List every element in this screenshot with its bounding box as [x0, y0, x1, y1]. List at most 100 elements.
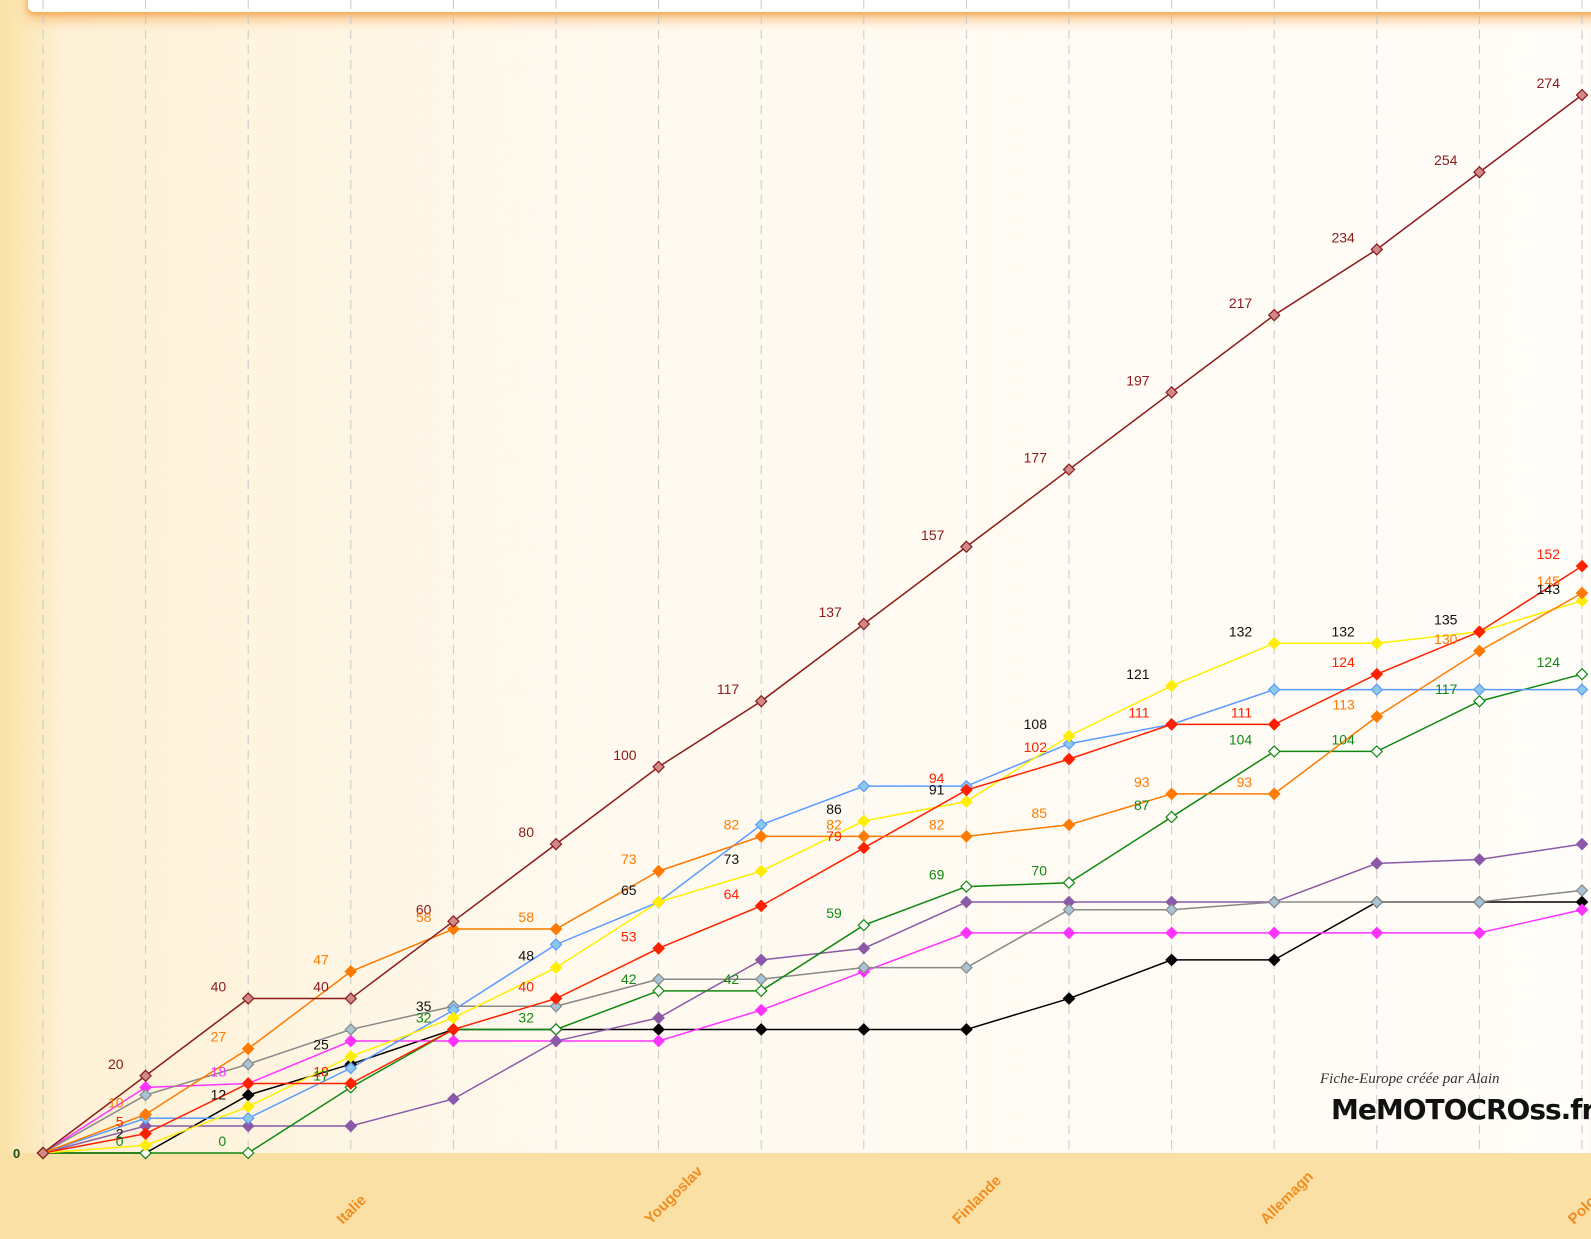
series-1-label-2: 27	[211, 1029, 227, 1045]
series-4-point-3	[344, 1061, 358, 1075]
series-0-label-11: 197	[1126, 372, 1150, 388]
series-5-point-6	[652, 984, 665, 998]
series-2-label-5: 40	[518, 979, 534, 995]
series-3-point-12	[1267, 636, 1281, 650]
series-2-label-11: 111	[1128, 704, 1149, 720]
series-9-point-7	[754, 1023, 768, 1036]
series-0-point-15	[1575, 88, 1589, 102]
series-1-label-7: 82	[724, 816, 740, 832]
series-6-point-5	[549, 999, 563, 1013]
series-1-point-2	[241, 1042, 255, 1056]
series-4-point-13	[1370, 683, 1384, 696]
series-0-point-2	[241, 992, 255, 1005]
series-7-line	[42, 843, 1583, 1154]
series-5-point-8	[857, 918, 871, 932]
series-6-point-14	[1473, 895, 1486, 909]
series-6-point-15	[1575, 884, 1589, 897]
series-4-point-5	[549, 938, 563, 951]
series-3-point-6	[652, 895, 665, 909]
series-5-label-2: 0	[218, 1133, 226, 1149]
series-4-point-14	[1473, 683, 1486, 696]
series-0-label-8: 137	[818, 604, 842, 620]
series-1-label-12: 93	[1237, 774, 1253, 790]
series-0-point-11	[1165, 385, 1178, 399]
series-0-label-10: 177	[1024, 450, 1048, 466]
series-3-label-3: 25	[313, 1036, 329, 1052]
series-3-label-14: 135	[1434, 612, 1458, 628]
series-8-point-13	[1370, 926, 1384, 940]
series-3-label-15: 143	[1537, 581, 1561, 597]
series-5-point-1	[139, 1146, 152, 1160]
series-1-point-5	[549, 922, 563, 936]
series-5-label-15: 124	[1537, 654, 1561, 670]
series-5-label-3: 17	[313, 1067, 329, 1083]
series-2-point-13	[1370, 667, 1384, 681]
series-5-point-2	[241, 1146, 255, 1160]
series-0-label-3: 40	[313, 979, 329, 995]
series-0-label-5: 80	[518, 824, 534, 840]
series-5-line	[43, 673, 1583, 1154]
series-7-point-5	[549, 1034, 563, 1048]
series-4-point-8	[857, 779, 871, 793]
series-0-label-4: 60	[416, 901, 432, 917]
series-lines	[42, 94, 1583, 1154]
series-2-label-1: 5	[116, 1114, 124, 1130]
series-7-point-6	[652, 1011, 665, 1025]
series-2-label-12: 111	[1231, 704, 1252, 720]
series-5-label-12: 104	[1229, 731, 1253, 747]
series-5-label-8: 59	[826, 905, 842, 921]
series-2-label-13: 124	[1331, 654, 1355, 670]
series-6-point-1	[139, 1088, 152, 1102]
series-9-point-12	[1267, 953, 1281, 967]
series-1-point-14	[1473, 644, 1486, 658]
series-6-point-9	[960, 961, 973, 975]
grid-lines	[42, 0, 1583, 1153]
series-2-label-6: 53	[621, 928, 637, 944]
series-3-point-2	[241, 1100, 255, 1114]
series-5-point-5	[549, 1023, 563, 1036]
series-8-point-12	[1267, 926, 1281, 940]
series-3-label-5: 48	[518, 948, 534, 964]
series-3-label-6: 65	[621, 882, 637, 898]
series-6-line	[42, 889, 1583, 1154]
series-1-point-11	[1165, 787, 1178, 801]
series-2-point-7	[754, 899, 768, 913]
series-2-point-5	[549, 992, 563, 1005]
series-5-label-5: 32	[518, 1009, 534, 1025]
series-3-label-4: 35	[416, 998, 432, 1014]
y-axis-zero-label: 0	[13, 1146, 20, 1161]
series-3-label-13: 132	[1331, 623, 1355, 639]
series-9-point-8	[857, 1023, 871, 1036]
series-0-point-0	[36, 1146, 50, 1160]
series-5-point-10	[1062, 876, 1076, 890]
series-1-point-1	[139, 1108, 152, 1121]
series-9-point-10	[1062, 992, 1076, 1005]
series-9-point-6	[652, 1023, 665, 1036]
series-3-label-9: 91	[929, 782, 945, 798]
series-0-label-14: 254	[1434, 152, 1458, 168]
x-axis-band	[0, 1153, 1591, 1239]
series-5-label-1: 0	[116, 1133, 124, 1149]
series-1-label-5: 58	[518, 909, 534, 925]
series-0-line	[42, 94, 1583, 1154]
series-2-label-9: 94	[929, 770, 945, 786]
top-banner	[28, 0, 1591, 12]
series-9-point-11	[1165, 953, 1178, 967]
series-3-point-11	[1165, 679, 1178, 693]
series-markers	[36, 88, 1589, 1160]
series-1-label-14: 130	[1434, 631, 1458, 647]
series-7-point-4	[447, 1092, 460, 1106]
series-2-label-15: 152	[1537, 546, 1561, 562]
series-8-label-2: 18	[211, 1063, 227, 1079]
series-5-point-12	[1267, 745, 1281, 758]
series-2-label-8: 79	[826, 828, 842, 844]
series-8-line	[42, 909, 1583, 1154]
series-6-point-6	[652, 972, 665, 986]
series-9-point-9	[960, 1023, 973, 1036]
series-8-point-7	[754, 1003, 768, 1017]
series-2-point-10	[1062, 752, 1076, 766]
credit-text: Fiche-Europe créée par Alain	[1320, 1071, 1500, 1087]
series-5-label-6: 42	[621, 971, 637, 987]
series-1-label-11: 93	[1134, 774, 1150, 790]
